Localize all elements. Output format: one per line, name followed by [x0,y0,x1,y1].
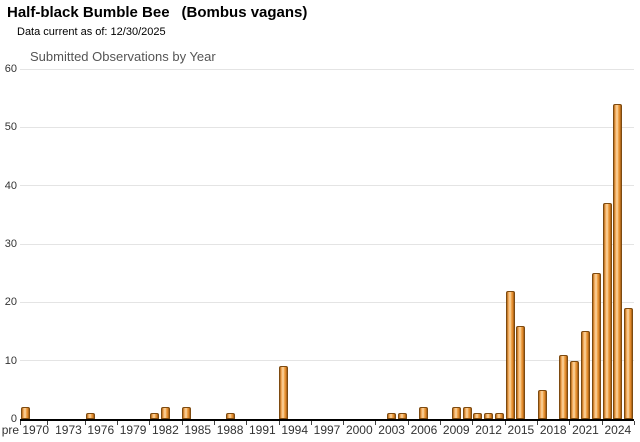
bar-2009[interactable] [451,407,461,419]
bar-2003[interactable] [387,413,397,419]
x-axis-tick [246,421,248,425]
x-axis-tick [504,421,506,425]
y-axis-label-0: 0 [10,413,17,425]
x-axis-label-1994: 1994 [281,423,309,437]
gridline-y-40 [20,185,634,187]
x-axis-label-2012: 2012 [475,423,502,437]
x-axis-label-2024: 2024 [604,423,632,437]
bar-2023[interactable] [602,203,612,419]
x-axis-tick [278,421,280,425]
x-axis-label-2006: 2006 [410,423,438,437]
x-axis-label-1973: 1973 [55,423,82,437]
x-axis-tick [310,421,312,425]
x-axis-tick [634,421,635,425]
x-axis-tick [569,421,571,425]
x-axis-tick [472,421,474,425]
gridline-y-50 [20,126,634,128]
y-axis-label-10: 10 [4,354,17,367]
chart-subtitle: Submitted Observations by Year [30,49,216,64]
x-axis-label-2021: 2021 [572,423,599,437]
x-axis-label-1985: 1985 [184,423,212,437]
x-axis-label-1976: 1976 [87,423,115,437]
bar-pre-1970[interactable] [20,407,30,419]
bar-2011[interactable] [473,413,483,419]
y-axis-label-40: 40 [4,179,17,192]
x-axis-label-1997: 1997 [313,423,341,437]
gridline-y-30 [20,243,634,245]
x-axis-label-pre-1970: pre 1970 [1,423,50,437]
bar-2013[interactable] [494,413,504,419]
gridline-y-10 [20,360,634,362]
gridline-y-20 [20,301,634,303]
x-axis-tick [407,421,409,425]
x-axis-label-2018: 2018 [539,423,567,437]
bar-2019[interactable] [559,355,569,419]
bar-2012[interactable] [484,413,494,419]
x-axis-label-1988: 1988 [216,423,244,437]
bar-2014[interactable] [505,291,515,419]
bar-1984[interactable] [182,407,192,419]
x-axis-tick [116,421,118,425]
x-axis-tick [46,421,48,425]
bar-1993[interactable] [279,366,289,419]
bar-1975[interactable] [85,413,95,419]
x-axis-tick [375,421,377,425]
bar-2021[interactable] [581,331,591,419]
bar-2020[interactable] [570,361,580,419]
data-current-label: Data current as of: 12/30/2025 [17,26,166,38]
x-axis-tick [213,421,215,425]
y-axis-label-30: 30 [4,238,17,250]
x-axis-tick [537,421,539,425]
bar-2017[interactable] [537,390,547,419]
bar-2004[interactable] [397,413,407,419]
x-axis-tick [181,421,183,425]
species-scientific-name: (Bombus vagans) [181,4,308,21]
x-axis-label-1982: 1982 [152,423,179,437]
bar-2024[interactable] [613,104,623,419]
bar-2022[interactable] [591,273,601,419]
x-axis-label-2000: 2000 [345,423,373,437]
x-axis-label-1991: 1991 [249,423,276,437]
gridline-y-60 [20,68,634,70]
x-axis-tick [84,421,86,425]
x-axis-tick [149,421,151,425]
bar-1988[interactable] [225,413,235,419]
bar-1981[interactable] [150,413,160,419]
x-axis-tick [343,421,345,425]
x-axis-label-2015: 2015 [507,423,535,437]
page-title: Half-black Bumble Bee (Bombus vagans) [7,4,307,21]
x-axis-tick [440,421,442,425]
x-axis-line [20,419,634,421]
bar-2025[interactable] [624,308,634,419]
species-common-name: Half-black Bumble Bee [7,4,170,21]
x-axis-label-2009: 2009 [442,423,470,437]
x-axis-label-2003: 2003 [378,423,405,437]
x-axis-tick [601,421,603,425]
x-axis-tick [20,421,21,425]
bar-2010[interactable] [462,407,472,419]
y-axis-label-50: 50 [4,121,17,134]
bar-2015[interactable] [516,326,526,419]
y-axis-label-20: 20 [4,296,17,309]
y-axis-label-60: 60 [4,63,17,75]
bar-1982[interactable] [160,407,170,419]
x-axis-label-1979: 1979 [119,423,147,437]
bar-2006[interactable] [419,407,429,419]
